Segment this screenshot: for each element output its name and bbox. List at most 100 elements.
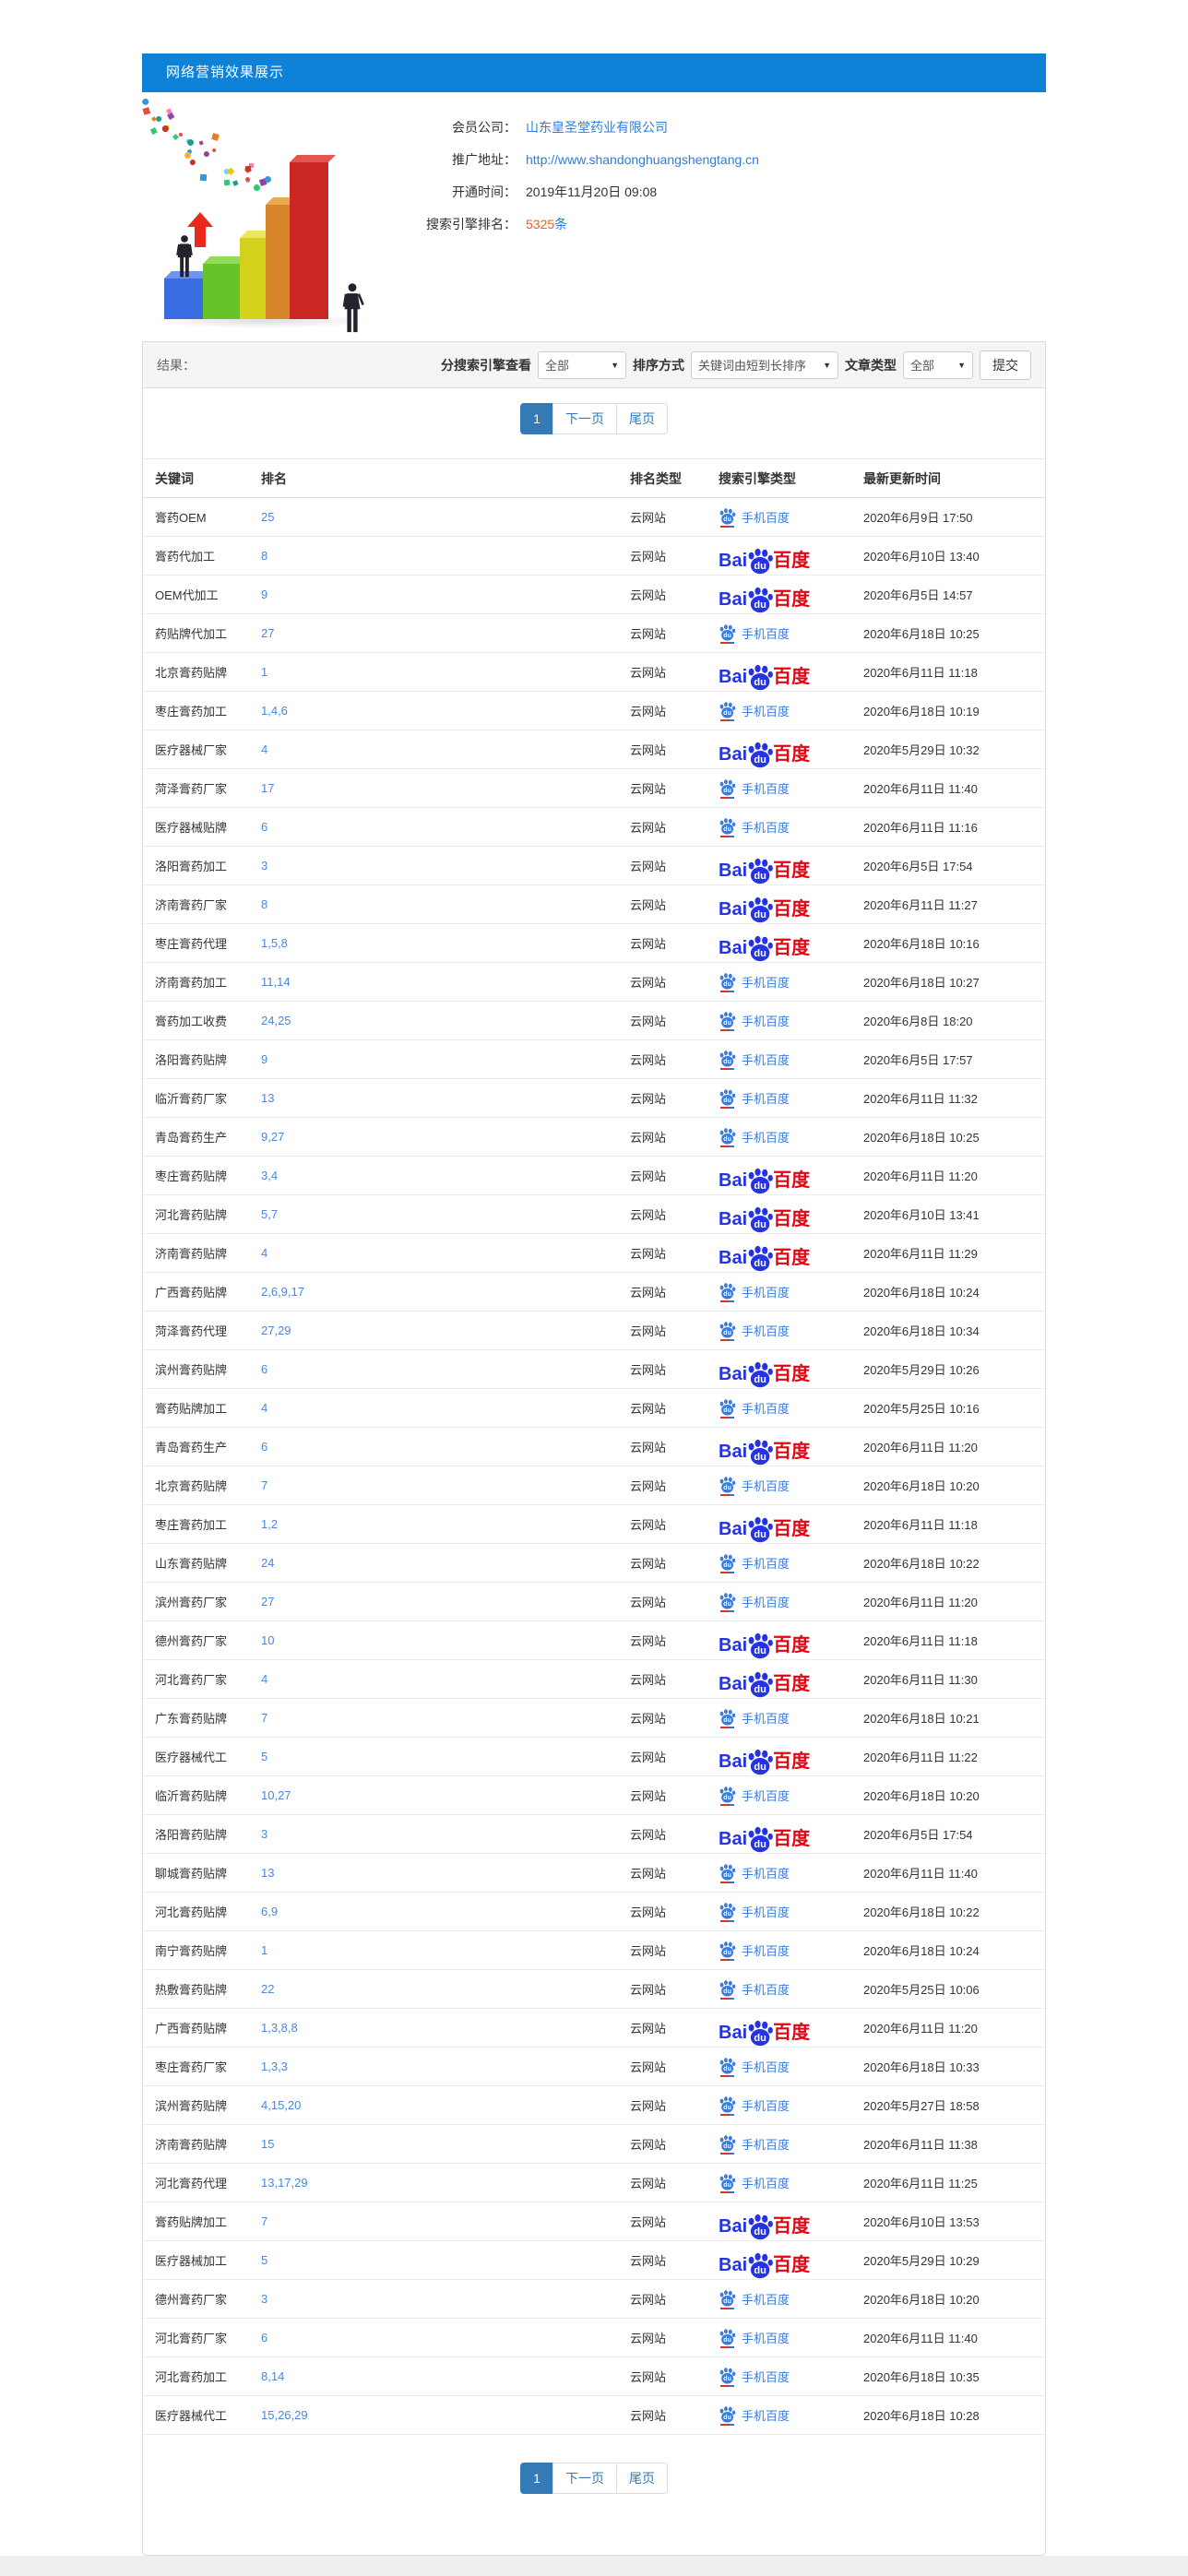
engine-mobile-baidu[interactable]: du 手机百度 bbox=[719, 2328, 790, 2348]
engine-mobile-baidu[interactable]: du 手机百度 bbox=[719, 2134, 790, 2155]
rank-link[interactable]: 9 bbox=[261, 588, 268, 601]
rank-link[interactable]: 1,4,6 bbox=[261, 704, 288, 718]
engine-mobile-baidu[interactable]: du 手机百度 bbox=[719, 1282, 790, 1302]
engine-mobile-baidu[interactable]: du 手机百度 bbox=[719, 1398, 790, 1419]
rank-link[interactable]: 6,9 bbox=[261, 1905, 279, 1918]
engine-baidu-logo[interactable]: Bai du 百度 bbox=[719, 1201, 810, 1232]
rank-link[interactable]: 7 bbox=[261, 1711, 268, 1725]
rank-link[interactable]: 9,27 bbox=[261, 1130, 285, 1144]
rank-link[interactable]: 8,14 bbox=[261, 2369, 285, 2383]
engine-mobile-baidu[interactable]: du 手机百度 bbox=[719, 2367, 790, 2387]
engine-baidu-logo[interactable]: Bai du 百度 bbox=[719, 891, 810, 922]
engine-mobile-baidu[interactable]: du 手机百度 bbox=[719, 1979, 790, 2000]
engine-baidu-logo[interactable]: Bai du 百度 bbox=[719, 1666, 810, 1697]
engine-baidu-logo[interactable]: Bai du 百度 bbox=[719, 2014, 810, 2046]
engine-mobile-baidu[interactable]: du 手机百度 bbox=[719, 507, 790, 528]
last-page-button[interactable]: 尾页 bbox=[616, 2463, 668, 2494]
rank-link[interactable]: 4 bbox=[261, 1401, 268, 1415]
engine-mobile-baidu[interactable]: du 手机百度 bbox=[719, 1127, 790, 1147]
page-number-current[interactable]: 1 bbox=[520, 2463, 553, 2494]
submit-button[interactable]: 提交 bbox=[980, 350, 1031, 380]
rank-link[interactable]: 1,2 bbox=[261, 1517, 279, 1531]
engine-mobile-baidu[interactable]: du 手机百度 bbox=[719, 701, 790, 721]
rank-link[interactable]: 13 bbox=[261, 1091, 275, 1105]
rank-link[interactable]: 3,4 bbox=[261, 1169, 279, 1182]
engine-mobile-baidu[interactable]: du 手机百度 bbox=[719, 1708, 790, 1728]
engine-mobile-baidu[interactable]: du 手机百度 bbox=[719, 2289, 790, 2309]
rank-link[interactable]: 10 bbox=[261, 1633, 275, 1647]
engine-mobile-baidu[interactable]: du 手机百度 bbox=[719, 1050, 790, 1070]
engine-view-select[interactable]: 全部 ▼ bbox=[538, 350, 626, 379]
rank-link[interactable]: 7 bbox=[261, 1478, 268, 1492]
rank-link[interactable]: 11,14 bbox=[261, 975, 291, 989]
rank-link[interactable]: 2,6,9,17 bbox=[261, 1285, 304, 1299]
rank-link[interactable]: 9 bbox=[261, 1052, 268, 1066]
engine-mobile-baidu[interactable]: du 手机百度 bbox=[719, 2405, 790, 2426]
engine-mobile-baidu[interactable]: du 手机百度 bbox=[719, 817, 790, 837]
rank-link[interactable]: 8 bbox=[261, 897, 268, 911]
rank-link[interactable]: 8 bbox=[261, 549, 268, 563]
engine-mobile-baidu[interactable]: du 手机百度 bbox=[719, 778, 790, 799]
engine-mobile-baidu[interactable]: du 手机百度 bbox=[719, 2057, 790, 2077]
rank-link[interactable]: 4 bbox=[261, 1672, 268, 1686]
rank-link[interactable]: 27,29 bbox=[261, 1324, 291, 1337]
rank-link[interactable]: 27 bbox=[261, 1595, 275, 1609]
rank-link[interactable]: 4,15,20 bbox=[261, 2098, 302, 2112]
rank-link[interactable]: 3 bbox=[261, 1827, 268, 1841]
rank-link[interactable]: 17 bbox=[261, 781, 275, 795]
engine-baidu-logo[interactable]: Bai du 百度 bbox=[719, 1821, 810, 1852]
rank-link[interactable]: 6 bbox=[261, 1362, 268, 1376]
engine-baidu-logo[interactable]: Bai du 百度 bbox=[719, 1162, 810, 1193]
rank-link[interactable]: 13,17,29 bbox=[261, 2176, 308, 2190]
rank-link[interactable]: 1,3,3 bbox=[261, 2060, 288, 2073]
rank-link[interactable]: 22 bbox=[261, 1982, 275, 1996]
engine-mobile-baidu[interactable]: du 手机百度 bbox=[719, 1476, 790, 1496]
engine-mobile-baidu[interactable]: du 手机百度 bbox=[719, 1863, 790, 1883]
rank-link[interactable]: 1,5,8 bbox=[261, 936, 288, 950]
last-page-button[interactable]: 尾页 bbox=[616, 403, 668, 434]
page-number-current[interactable]: 1 bbox=[520, 403, 553, 434]
rank-link[interactable]: 5 bbox=[261, 2253, 268, 2267]
rank-link[interactable]: 3 bbox=[261, 2292, 268, 2306]
next-page-button[interactable]: 下一页 bbox=[552, 403, 617, 434]
engine-baidu-logo[interactable]: Bai du 百度 bbox=[719, 930, 810, 961]
engine-mobile-baidu[interactable]: du 手机百度 bbox=[719, 623, 790, 644]
engine-baidu-logo[interactable]: Bai du 百度 bbox=[719, 581, 810, 612]
rank-link[interactable]: 4 bbox=[261, 742, 268, 756]
sort-select[interactable]: 关键词由短到长排序 ▼ bbox=[691, 350, 838, 379]
engine-mobile-baidu[interactable]: du 手机百度 bbox=[719, 1321, 790, 1341]
engine-mobile-baidu[interactable]: du 手机百度 bbox=[719, 2095, 790, 2116]
engine-baidu-logo[interactable]: Bai du 百度 bbox=[719, 852, 810, 884]
engine-mobile-baidu[interactable]: du 手机百度 bbox=[719, 1088, 790, 1109]
engine-mobile-baidu[interactable]: du 手机百度 bbox=[719, 2173, 790, 2193]
rank-link[interactable]: 25 bbox=[261, 510, 275, 524]
rank-link[interactable]: 6 bbox=[261, 1440, 268, 1454]
rank-link[interactable]: 15 bbox=[261, 2137, 275, 2151]
article-type-select[interactable]: 全部 ▼ bbox=[903, 350, 973, 379]
engine-mobile-baidu[interactable]: du 手机百度 bbox=[719, 972, 790, 992]
engine-baidu-logo[interactable]: Bai du 百度 bbox=[719, 2247, 810, 2278]
promo-url-link[interactable]: http://www.shandonghuangshengtang.cn bbox=[526, 151, 759, 167]
engine-baidu-logo[interactable]: Bai du 百度 bbox=[719, 1356, 810, 1387]
next-page-button[interactable]: 下一页 bbox=[552, 2463, 617, 2494]
rank-link[interactable]: 15,26,29 bbox=[261, 2408, 308, 2422]
rank-link[interactable]: 1,3,8,8 bbox=[261, 2021, 298, 2035]
engine-baidu-logo[interactable]: Bai du 百度 bbox=[719, 1627, 810, 1658]
rank-link[interactable]: 10,27 bbox=[261, 1788, 291, 1802]
rank-link[interactable]: 24 bbox=[261, 1556, 275, 1570]
engine-baidu-logo[interactable]: Bai du 百度 bbox=[719, 1240, 810, 1271]
rank-link[interactable]: 1 bbox=[261, 1943, 268, 1957]
engine-baidu-logo[interactable]: Bai du 百度 bbox=[719, 1743, 810, 1775]
engine-mobile-baidu[interactable]: du 手机百度 bbox=[719, 1941, 790, 1961]
engine-baidu-logo[interactable]: Bai du 百度 bbox=[719, 736, 810, 767]
rank-link[interactable]: 1 bbox=[261, 665, 268, 679]
engine-mobile-baidu[interactable]: du 手机百度 bbox=[719, 1592, 790, 1612]
rank-link[interactable]: 7 bbox=[261, 2214, 268, 2228]
engine-baidu-logo[interactable]: Bai du 百度 bbox=[719, 659, 810, 690]
rank-link[interactable]: 6 bbox=[261, 820, 268, 834]
engine-baidu-logo[interactable]: Bai du 百度 bbox=[719, 1433, 810, 1465]
engine-baidu-logo[interactable]: Bai du 百度 bbox=[719, 542, 810, 574]
engine-mobile-baidu[interactable]: du 手机百度 bbox=[719, 1553, 790, 1573]
engine-mobile-baidu[interactable]: du 手机百度 bbox=[719, 1786, 790, 1806]
rank-link[interactable]: 24,25 bbox=[261, 1014, 291, 1027]
